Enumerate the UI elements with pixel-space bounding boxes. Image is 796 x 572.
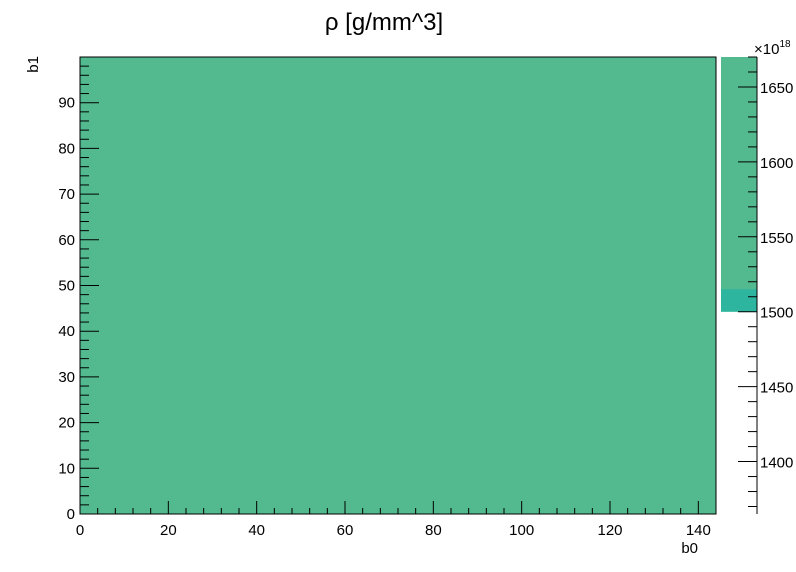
y-tick-label: 40 [58, 323, 75, 340]
y-tick-label: 30 [58, 369, 75, 386]
y-tick-label: 70 [58, 186, 75, 203]
chart-title: ρ [g/mm^3] [325, 9, 443, 36]
colorbar-tick-label: 1600 [760, 155, 793, 172]
x-tick-label: 80 [425, 522, 442, 539]
colorbar-tick-label: 1450 [760, 380, 793, 397]
x-tick-label: 40 [248, 522, 265, 539]
x-tick-label: 100 [509, 522, 534, 539]
y-tick-label: 0 [67, 506, 75, 523]
y-tick-label: 10 [58, 460, 75, 477]
heatmap-cell [80, 57, 716, 514]
x-tick-label: 120 [597, 522, 622, 539]
plot-area [79, 56, 717, 515]
colorbar-tick-label: 1550 [760, 230, 793, 247]
colorbar-tick-label: 1650 [760, 80, 793, 97]
x-axis: 0 20 40 60 80 100 120 140 [76, 501, 717, 539]
y-axis-label: b1 [25, 56, 42, 73]
x-tick-label: 140 [686, 522, 711, 539]
y-tick-label: 80 [58, 140, 75, 157]
colorbar-multiplier: ×1018 [754, 39, 791, 58]
colorbar-band [721, 289, 757, 312]
colorbar-band [721, 57, 757, 312]
y-tick-label: 90 [58, 95, 75, 112]
x-axis-label: b0 [681, 540, 698, 557]
x-tick-label: 60 [337, 522, 354, 539]
colorbar-tick-label: 1400 [760, 455, 793, 472]
colorbar-tick-label: 1500 [760, 305, 793, 322]
y-axis: 0 10 20 30 40 50 60 70 80 90 [58, 56, 99, 523]
x-tick-label: 20 [160, 522, 177, 539]
colorbar: 1400 1450 1500 1550 1600 1650 [721, 56, 793, 514]
y-tick-label: 60 [58, 232, 75, 249]
y-tick-label: 50 [58, 278, 75, 295]
x-tick-label: 0 [76, 522, 84, 539]
y-tick-label: 20 [58, 415, 75, 432]
